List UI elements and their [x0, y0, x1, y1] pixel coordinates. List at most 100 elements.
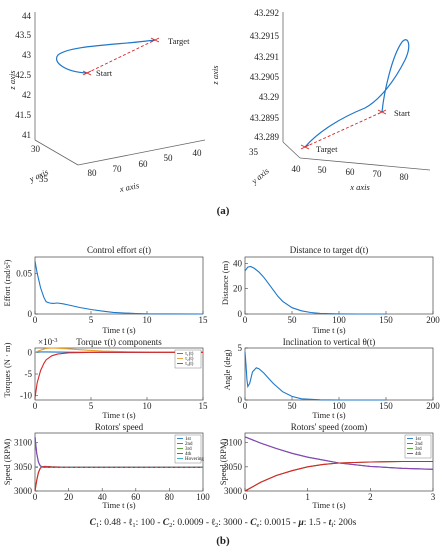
- x-tick-label: 10: [143, 315, 153, 325]
- param-tf: t: [329, 518, 332, 528]
- chart-control-effort: Control effort ε(t) Effort (rad/s²) Time…: [2, 245, 208, 335]
- param-c2: C: [163, 518, 170, 528]
- z-tick: 43.289: [254, 132, 279, 142]
- z-tick: 43.292: [254, 8, 279, 18]
- param-ce-sub: e: [257, 522, 260, 529]
- z-tick: 43.2895: [250, 113, 280, 123]
- straight-path-line: [304, 111, 383, 148]
- param-c1-sub: 1: [96, 522, 99, 529]
- x-tick-label: 1: [305, 492, 310, 502]
- x-tick-label: 100: [332, 315, 346, 325]
- x-tick-label: 10: [143, 401, 153, 411]
- x-axis-line: [299, 157, 431, 171]
- legend-label: τ₂(t): [185, 357, 194, 362]
- chart-distance-to-target: Distance to target d(t) Distance (m) Tim…: [220, 245, 440, 335]
- z-tick: 42: [22, 90, 31, 100]
- y-tick: 35: [39, 174, 49, 184]
- y-tick-label: -5: [25, 369, 33, 379]
- param-tf-value: : 200s: [333, 518, 356, 528]
- legend-label: 3rd: [415, 447, 422, 452]
- y-tick: 30: [31, 144, 41, 154]
- param-l1-sub: 1: [132, 522, 135, 529]
- y-axis-label: Speed (RPM): [218, 439, 228, 486]
- x-axis-label: Time t (s): [102, 325, 135, 335]
- chart-title: Distance to target d(t): [290, 245, 369, 255]
- target-marker: [150, 37, 160, 43]
- param-tf-sub: f: [331, 522, 334, 529]
- y-tick-label: 5: [238, 343, 243, 353]
- start-label: Start: [96, 68, 113, 78]
- z-tick: 43.2905: [250, 72, 280, 82]
- multiplier-exponent: -3: [52, 337, 57, 344]
- legend-label: 4th: [415, 452, 422, 457]
- parameter-line: C1: 0.48 - ℓ1: 100 - C2: 0.0009 - ℓ2: 30…: [90, 518, 357, 529]
- x-tick: 50: [164, 153, 174, 163]
- multiplier-base: ×10: [38, 337, 53, 347]
- y-tick-label: 3100: [224, 438, 243, 448]
- x-axis-label: Time t (s): [312, 410, 345, 420]
- x-tick-label: 5: [89, 315, 94, 325]
- y-axis-label: Speed (RPM): [2, 439, 12, 486]
- x-axis-label: Time t (s): [312, 500, 345, 510]
- series-line: [244, 436, 434, 470]
- series-line: [244, 265, 386, 315]
- y-axis-line: [34, 139, 79, 166]
- legend-label: Hovering: [185, 457, 204, 462]
- y-tick-label: 0: [28, 309, 33, 319]
- x-tick-label: 2: [368, 492, 373, 502]
- x-tick-label: 15: [199, 401, 209, 411]
- param-c2-value: : 0.0009 -: [172, 518, 211, 528]
- straight-path-line: [86, 39, 156, 74]
- x-tick: 60: [139, 159, 149, 169]
- x-tick-label: 60: [131, 492, 141, 502]
- x-axis-label: Time t (s): [102, 410, 135, 420]
- z-tick: 43.29: [259, 92, 280, 102]
- caption-b: (b): [216, 535, 230, 547]
- x-axis-line: [77, 139, 206, 166]
- chart-title: Control effort ε(t): [87, 245, 151, 255]
- x-tick: 50: [318, 165, 328, 175]
- param-c2-sub: 2: [169, 522, 172, 529]
- chart-rotor-speed: Rotors' speed Speed (RPM) Time t (s) 0 20…: [2, 422, 210, 510]
- z-tick: 43.2915: [250, 31, 280, 41]
- z-tick: 41: [22, 130, 31, 140]
- plot3d-left: 44 43.5 43 42.5 42 41.5 41 30 35 z axis …: [7, 11, 206, 194]
- y-axis-line: [282, 141, 301, 159]
- x-axis-label: Time t (s): [312, 325, 345, 335]
- y-tick-label: 0: [28, 347, 33, 357]
- chart-inclination: Inclination to vertical θ(t) Angle (deg)…: [222, 337, 440, 420]
- param-c1: C: [90, 518, 97, 528]
- series-line: [34, 261, 204, 315]
- y-axis-label: Effort (rad/s²): [2, 259, 12, 306]
- param-ce: C: [250, 518, 257, 528]
- z-tick: 44: [22, 11, 32, 21]
- chart-title: Inclination to vertical θ(t): [283, 337, 376, 347]
- chart-torque-components: Torque τ(t) components ×10-3 Torques (N …: [2, 337, 208, 420]
- start-marker: [82, 70, 92, 76]
- start-marker: [377, 109, 387, 115]
- legend-label: 1st: [185, 437, 191, 442]
- x-tick: 40: [292, 164, 302, 174]
- x-axis-label: x axis: [118, 180, 141, 194]
- param-l1: ℓ: [129, 518, 133, 528]
- param-l2-value: : 3000 -: [218, 518, 250, 528]
- z-tick: 41.5: [15, 110, 31, 120]
- y-tick: 35: [249, 147, 259, 157]
- y-tick-label: 0: [238, 309, 243, 319]
- legend-label: 2nd: [415, 442, 423, 447]
- y-axis-label: y axis: [249, 165, 272, 186]
- x-axis-label: Time t (s): [102, 500, 135, 510]
- trajectory-line: [56, 39, 156, 74]
- z-axis-label: z axis: [7, 70, 17, 91]
- target-label: Target: [316, 144, 338, 154]
- y-tick-label: 0: [238, 395, 243, 405]
- x-tick: 70: [113, 164, 123, 174]
- start-label: Start: [394, 108, 411, 118]
- x-tick-label: 50: [288, 401, 298, 411]
- y-tick-label: 0.05: [16, 268, 32, 278]
- z-tick: 42.5: [15, 70, 31, 80]
- z-tick: 43: [22, 50, 32, 60]
- series-line: [244, 352, 386, 401]
- x-tick: 60: [346, 167, 356, 177]
